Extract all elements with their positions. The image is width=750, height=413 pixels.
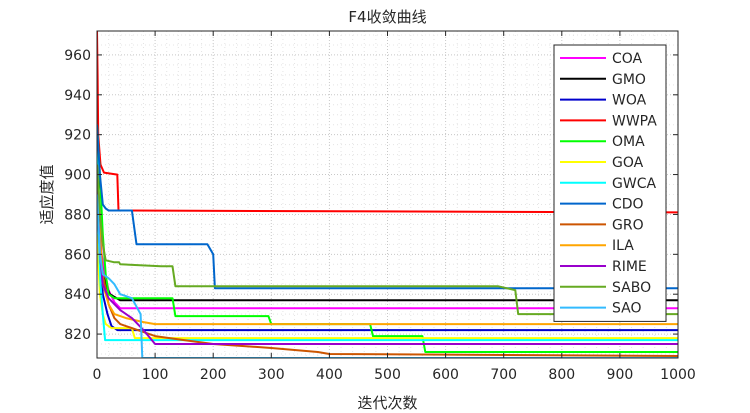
- legend: COA GMO WOA WWPA OMA GOA GWCA CDO GRO ILA RIME SABO…: [553, 44, 667, 322]
- chart-title: F4收敛曲线: [348, 8, 426, 26]
- x-tick-label: 800: [548, 367, 575, 383]
- y-axis-ticks: 820 840 860 880 900 920 940 960: [64, 48, 678, 343]
- x-tick-label: 200: [200, 367, 227, 383]
- series-line-gro: [97, 164, 678, 357]
- x-tick-label: 1000: [660, 367, 696, 383]
- legend-label-gmo: GMO: [612, 72, 646, 88]
- y-tick-label: 840: [64, 287, 91, 303]
- series-line-sao: [97, 194, 678, 358]
- series-line-ila: [97, 164, 678, 326]
- legend-label-gro: GRO: [612, 217, 644, 233]
- series-line-sabo: [97, 164, 678, 316]
- legend-label-cdo: CDO: [612, 197, 644, 213]
- legend-label-woa: WOA: [612, 93, 647, 109]
- legend-label-coa: COA: [612, 51, 643, 67]
- x-tick-label: 100: [142, 367, 169, 383]
- x-tick-label: 500: [374, 367, 401, 383]
- legend-label-oma: OMA: [612, 134, 645, 150]
- legend-label-sao: SAO: [612, 301, 642, 317]
- series-layer: [97, 31, 678, 358]
- y-tick-label: 920: [64, 128, 91, 144]
- y-tick-label: 820: [64, 327, 91, 343]
- x-axis-ticks: 0 100 200 300 400 500 600 700 800 900 1000: [93, 31, 696, 383]
- y-tick-label: 860: [64, 247, 91, 263]
- x-axis-label: 迭代次数: [357, 394, 417, 412]
- legend-label-gwca: GWCA: [612, 176, 656, 192]
- y-tick-label: 960: [64, 48, 91, 64]
- x-tick-label: 300: [258, 367, 285, 383]
- y-tick-label: 900: [64, 168, 91, 184]
- legend-label-ila: ILA: [612, 238, 634, 254]
- x-tick-label: 0: [93, 367, 102, 383]
- y-tick-label: 940: [64, 88, 91, 104]
- legend-label-goa: GOA: [612, 155, 644, 171]
- x-tick-label: 700: [490, 367, 517, 383]
- legend-label-rime: RIME: [612, 259, 647, 275]
- x-tick-label: 600: [432, 367, 459, 383]
- legend-label-sabo: SABO: [612, 280, 651, 296]
- legend-label-wwpa: WWPA: [612, 113, 657, 129]
- y-axis-label: 适应度值: [38, 164, 56, 224]
- series-line-goa: [97, 234, 678, 340]
- x-tick-label: 900: [607, 367, 634, 383]
- x-tick-label: 400: [316, 367, 343, 383]
- series-line-wwpa: [97, 31, 678, 214]
- series-line-cdo: [97, 124, 678, 290]
- y-tick-label: 880: [64, 207, 91, 223]
